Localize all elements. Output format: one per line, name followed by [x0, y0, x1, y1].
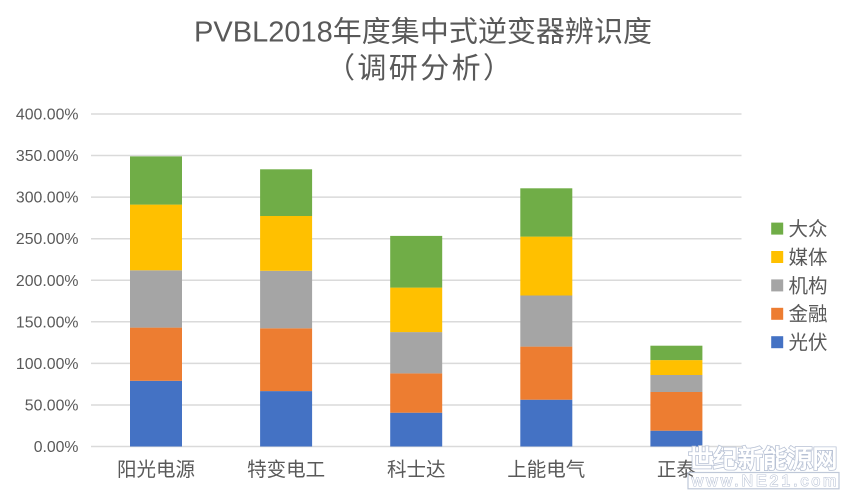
svg-text:250.00%: 250.00% — [16, 231, 79, 248]
svg-text:www.NE21.com: www.NE21.com — [691, 473, 840, 490]
svg-text:媒体: 媒体 — [789, 247, 828, 269]
svg-text:光伏: 光伏 — [789, 332, 828, 354]
svg-text:150.00%: 150.00% — [16, 314, 79, 331]
svg-text:大众: 大众 — [789, 219, 828, 241]
svg-text:PVBL2018年度集中式逆变器辨识度: PVBL2018年度集中式逆变器辨识度 — [194, 16, 652, 49]
svg-text:阳光电源: 阳光电源 — [117, 459, 195, 481]
svg-text:200.00%: 200.00% — [16, 273, 79, 290]
svg-text:100.00%: 100.00% — [16, 356, 79, 373]
svg-text:（调研分析）: （调研分析） — [326, 52, 512, 85]
svg-text:400.00%: 400.00% — [16, 107, 79, 124]
svg-text:科士达: 科士达 — [387, 459, 446, 481]
svg-text:特变电工: 特变电工 — [247, 459, 325, 481]
svg-text:300.00%: 300.00% — [16, 190, 79, 207]
svg-text:50.00%: 50.00% — [25, 397, 79, 414]
svg-text:世纪新能源网: 世纪新能源网 — [688, 445, 837, 474]
svg-text:0.00%: 0.00% — [34, 439, 79, 456]
svg-text:机构: 机构 — [789, 275, 828, 297]
svg-text:正泰: 正泰 — [657, 459, 696, 481]
svg-text:金融: 金融 — [789, 304, 828, 326]
svg-text:350.00%: 350.00% — [16, 148, 79, 165]
svg-text:上能电气: 上能电气 — [507, 459, 585, 481]
